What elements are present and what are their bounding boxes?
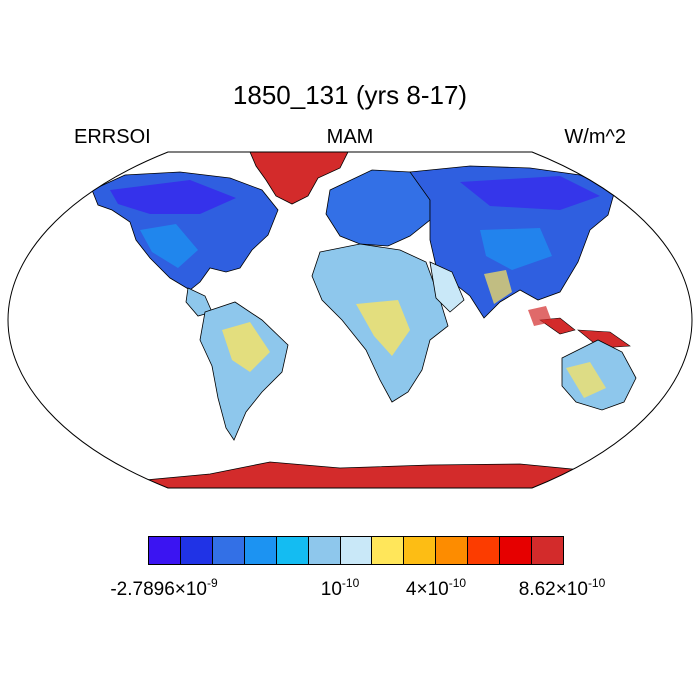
colorbar-swatch-1 bbox=[180, 537, 213, 564]
colorbar-label-2: 10-10 bbox=[320, 576, 360, 600]
colorbar-label-min: -2.7896×10-9 bbox=[110, 576, 218, 600]
season-label: MAM bbox=[326, 126, 374, 148]
colorbar-label-max: 8.62×10-10 bbox=[518, 576, 606, 600]
colorbar-swatch-0 bbox=[149, 537, 181, 564]
colorbar-swatch-4 bbox=[276, 537, 309, 564]
colorbar-swatch-6 bbox=[340, 537, 373, 564]
map-outline bbox=[7, 151, 693, 489]
colorbar-swatch-9 bbox=[436, 537, 469, 564]
colorbar-swatch-3 bbox=[244, 537, 277, 564]
units-label: W/m^2 bbox=[564, 126, 626, 148]
colorbar-label-3: 4×10-10 bbox=[405, 576, 467, 600]
colorbar bbox=[148, 536, 564, 565]
antarctica-region bbox=[109, 461, 591, 488]
colorbar-swatch-2 bbox=[212, 537, 245, 564]
colorbar-swatch-12 bbox=[532, 537, 563, 564]
south-america-region bbox=[199, 301, 289, 441]
colorbar-swatch-10 bbox=[468, 537, 501, 564]
arabia-region bbox=[429, 261, 465, 313]
colorbar-swatch-8 bbox=[404, 537, 437, 564]
colorbar-swatch-5 bbox=[308, 537, 341, 564]
greenland-region bbox=[249, 152, 349, 205]
indonesia-region bbox=[539, 317, 631, 349]
colorbar-swatch-11 bbox=[500, 537, 533, 564]
europe-region bbox=[325, 169, 431, 247]
australia-region bbox=[561, 339, 637, 411]
colorbar-swatch-7 bbox=[372, 537, 405, 564]
variable-label: ERRSOI bbox=[74, 126, 151, 148]
map-title: 1850_131 (yrs 8-17) bbox=[232, 80, 468, 110]
